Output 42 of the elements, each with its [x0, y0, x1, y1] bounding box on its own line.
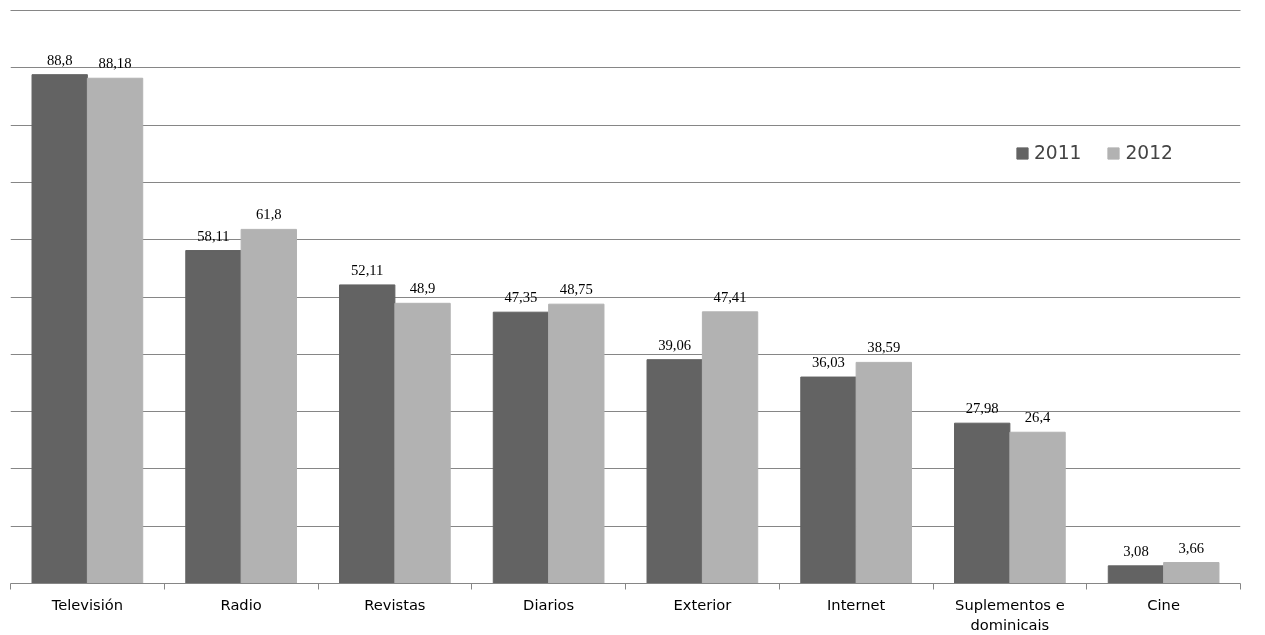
data-label: 48,9: [409, 280, 436, 297]
data-label: 48,75: [559, 281, 593, 298]
data-label: 52,11: [350, 261, 384, 278]
data-label: 39,06: [658, 336, 692, 353]
data-label: 38,59: [867, 339, 901, 356]
legend-label: 2011: [1034, 142, 1082, 163]
bar: [394, 302, 451, 584]
legend-label: 2012: [1125, 142, 1173, 163]
data-label: 47,35: [504, 289, 538, 306]
data-label: 88,18: [98, 55, 132, 72]
x-tick-label: Internet: [827, 595, 886, 613]
bar: [492, 311, 550, 584]
x-tick-label: Suplementos e dominicais: [955, 595, 1065, 633]
bar: [185, 250, 242, 584]
bar: [339, 284, 396, 584]
bar: [548, 303, 605, 584]
x-tick-label: Diarios: [523, 595, 575, 613]
data-label: 58,11: [197, 227, 230, 244]
bar: [1107, 565, 1165, 584]
x-tick-label: Revistas: [364, 595, 426, 613]
data-label: 36,03: [811, 354, 845, 371]
data-label: 47,41: [713, 288, 747, 305]
bar: [800, 376, 857, 584]
bar: [240, 228, 297, 584]
bar: [1009, 431, 1066, 584]
data-label: 26,4: [1024, 409, 1052, 426]
bar: [646, 359, 703, 584]
data-label: 3,08: [1123, 542, 1149, 559]
x-tick-label: Cine: [1147, 595, 1180, 613]
data-label: 61,8: [255, 206, 282, 223]
bar: [1163, 562, 1220, 584]
data-label: 88,8: [46, 51, 73, 68]
x-tick-label: Televisión: [50, 595, 124, 613]
x-tick-label: Radio: [220, 595, 262, 613]
bar: [701, 311, 759, 584]
bar: [855, 361, 912, 584]
bar: [954, 422, 1011, 584]
data-label: 27,98: [965, 400, 999, 417]
bar: [31, 74, 88, 584]
x-tick-label: Exterior: [673, 595, 733, 613]
data-label: 3,66: [1178, 539, 1205, 556]
bar: [86, 77, 144, 584]
